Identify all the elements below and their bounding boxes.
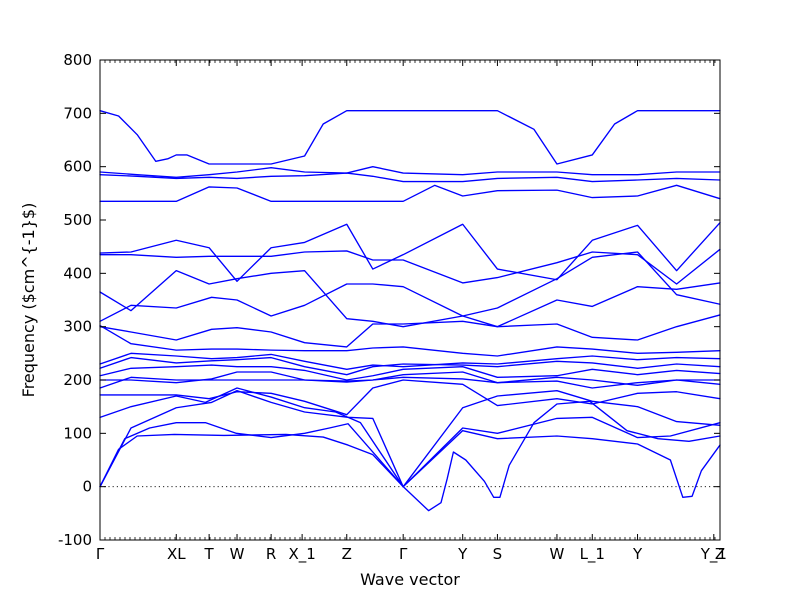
band-line-2 [99,421,721,499]
y-tick-label-3: 100 [63,424,92,442]
band-line-19 [99,165,721,179]
x-axis-label: Wave vector [360,570,460,589]
y-tick-label-8: 600 [63,158,92,176]
x-tick-label-6: X_1 [288,545,315,564]
series-layer [99,109,721,512]
y-tick-label-7: 500 [63,211,92,229]
x-tick-label-5: R [266,545,276,563]
x-tick-label-3: T [204,545,215,563]
band-line-4 [99,387,721,488]
band-line-7 [99,371,721,387]
x-tick-label-11: W [550,545,565,563]
x-tick-label-1: Γ [96,545,105,563]
x-tick-label-12: L_1 [580,545,605,564]
band-line-20 [99,109,721,165]
x-tick-label-13: Y [632,545,643,563]
band-line-12 [99,324,721,357]
y-tick-label-9: 700 [63,104,92,122]
band-line-11 [99,314,721,348]
band-line-17 [99,184,721,203]
x-tick-label-8: Γ [399,545,408,563]
band-line-15 [99,248,721,285]
band-line-16 [99,221,721,283]
x-tick-label-15: Z [715,545,725,563]
x-tick-label-2: XL [167,545,186,563]
y-tick-label-2: 0 [82,478,92,496]
y-tick-label-6: 400 [63,264,92,282]
band-line-1 [99,400,721,512]
y-axis-label: Frequency ($cm^{-1}$) [19,203,38,398]
band-line-5 [99,379,721,416]
plot-frame [99,59,721,541]
x-tick-label-14: Y_1 [700,545,727,564]
band-line-6 [99,376,721,389]
y-tick-label-1: -100 [58,531,92,549]
x-tick-label-4: W [230,545,245,563]
y-tick-label-10: 800 [63,51,92,69]
x-tick-label-9: Y [457,545,468,563]
x-tick-label-7: Z [342,545,352,563]
y-tick-label-5: 300 [63,318,92,336]
band-line-9 [99,356,721,376]
band-line-3 [99,389,721,488]
band-line-18 [99,172,721,183]
y-tick-label-4: 200 [63,371,92,389]
band-line-10 [99,352,721,371]
band-line-13 [99,282,721,328]
band-line-8 [99,364,721,381]
band-line-14 [99,251,721,328]
x-tick-label-10: S [493,545,503,563]
